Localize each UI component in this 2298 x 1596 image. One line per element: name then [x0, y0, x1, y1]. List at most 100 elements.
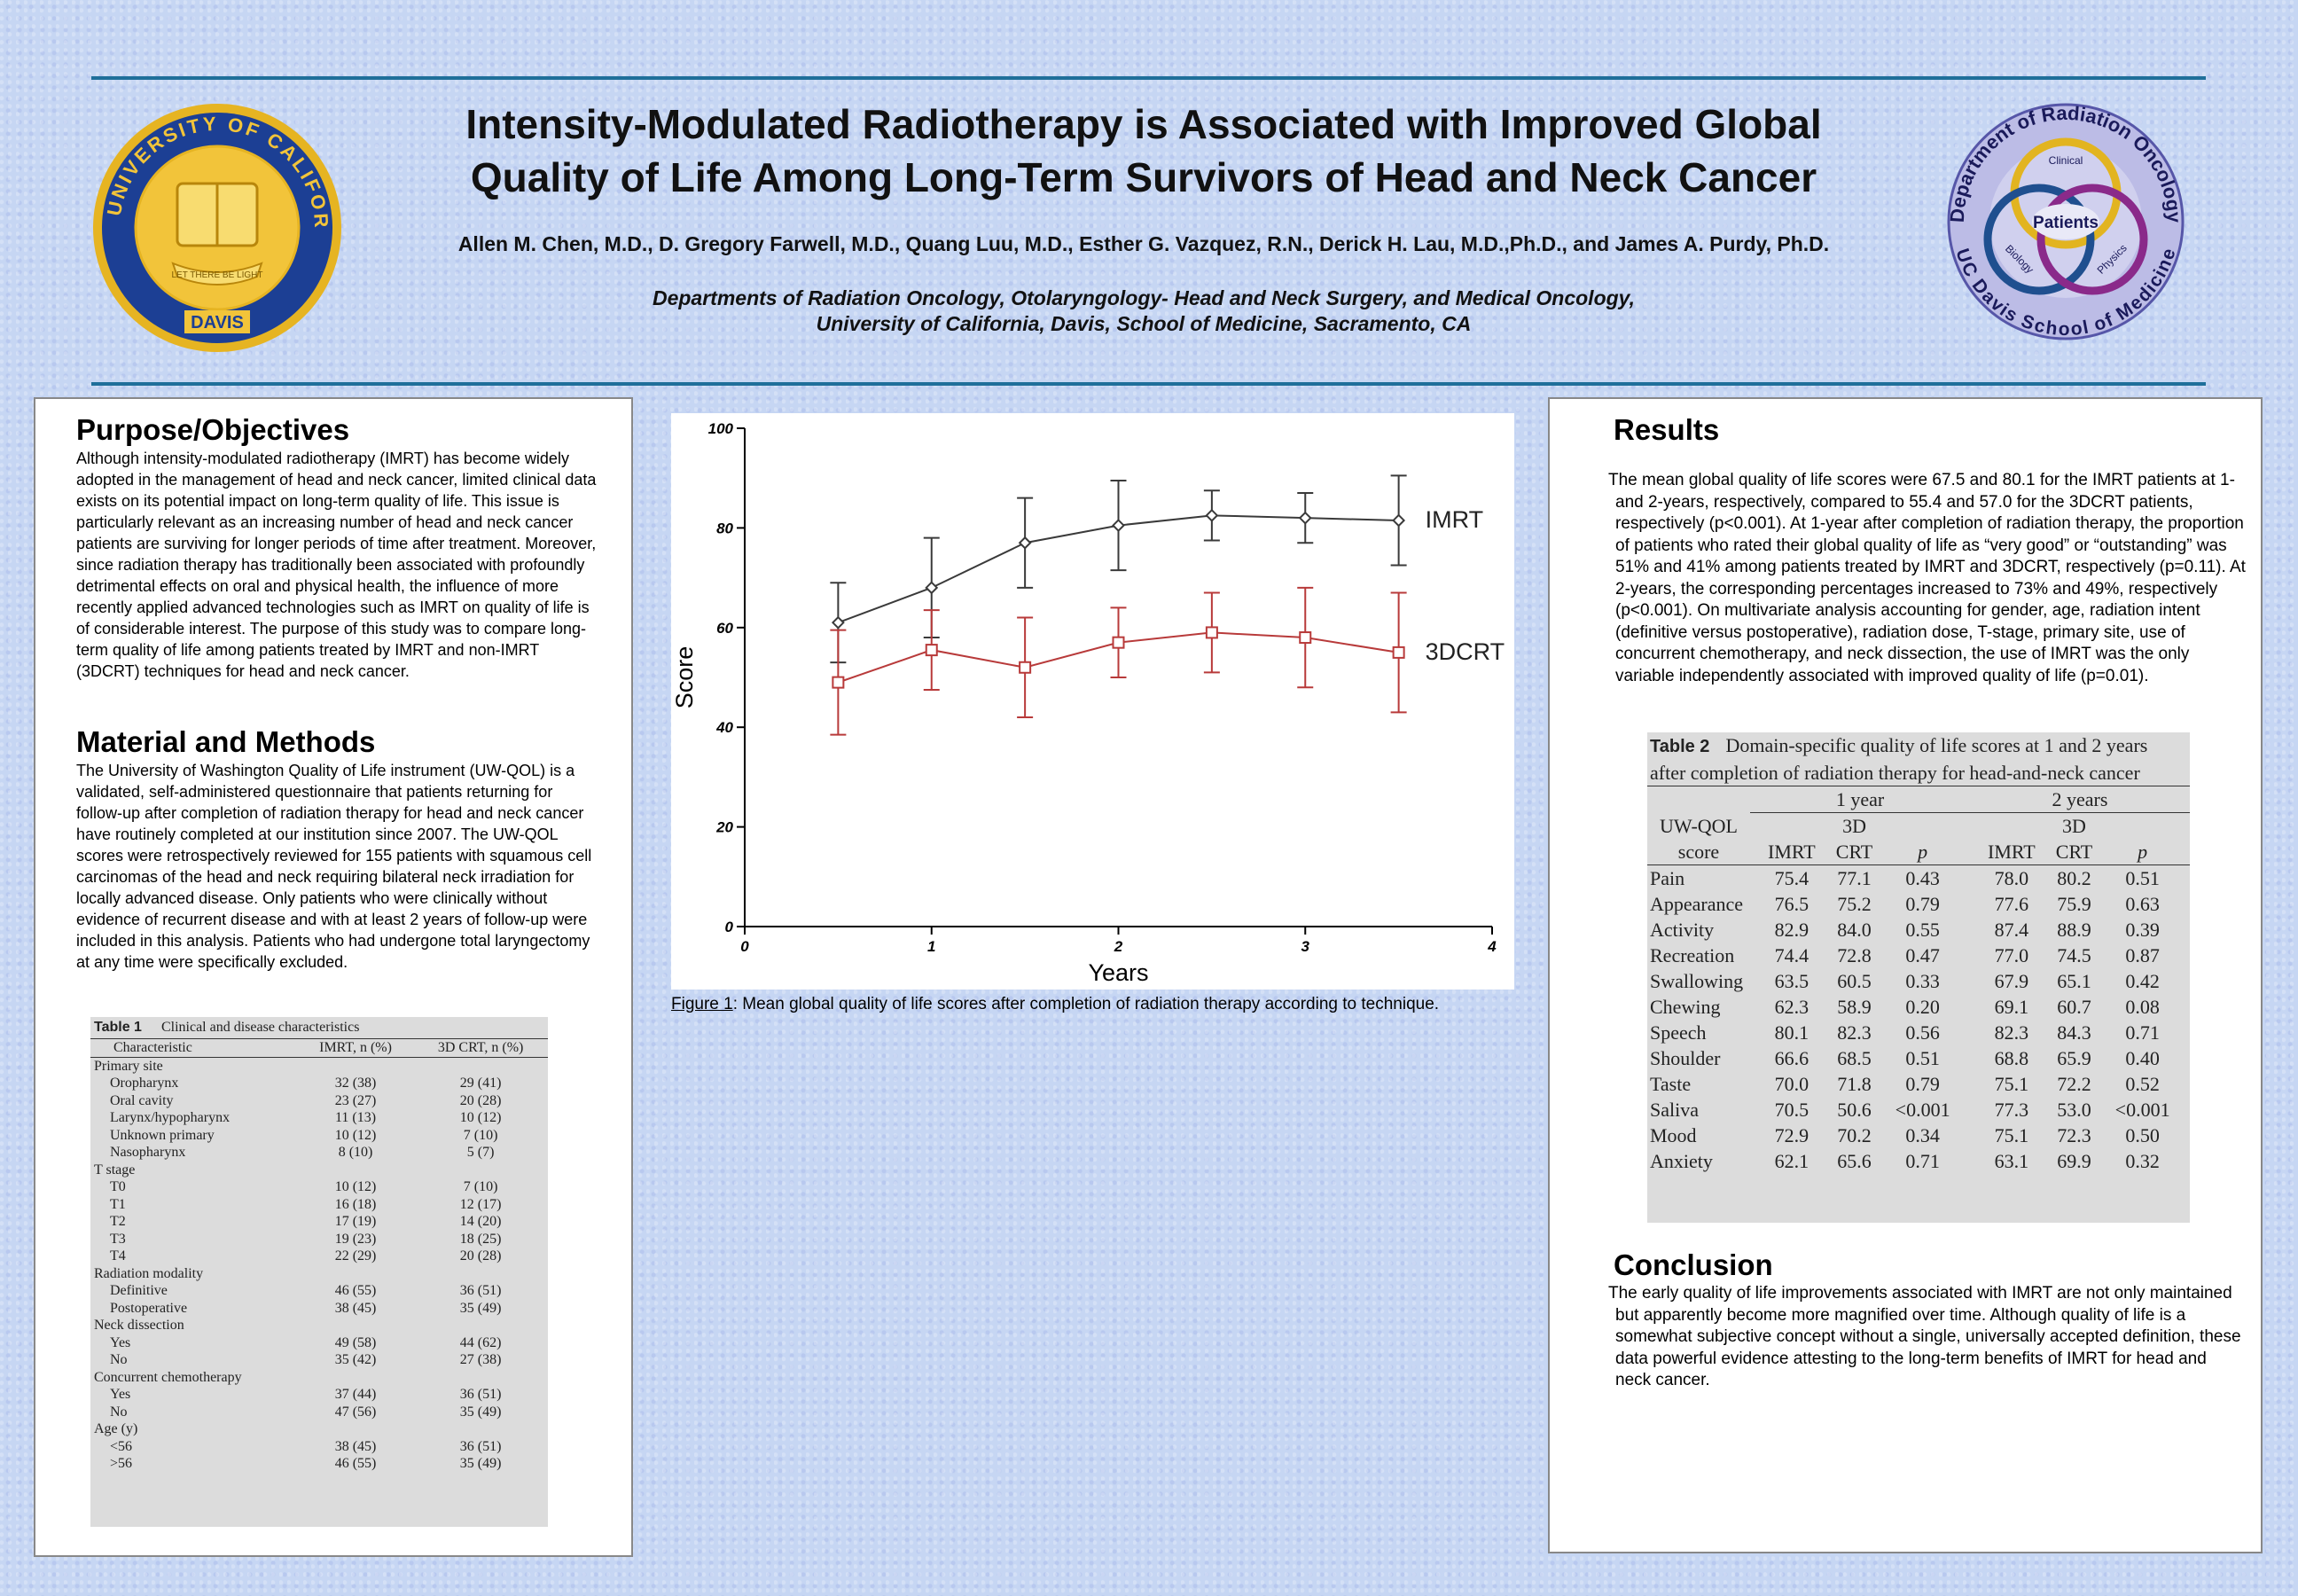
table-cell: Saliva	[1650, 1099, 1699, 1121]
table-cell: Activity	[1650, 919, 1715, 941]
x-tick-label: 4	[1487, 938, 1497, 955]
y-tick-label: 100	[708, 420, 734, 437]
table-cell: 69.9	[2057, 1150, 2091, 1172]
table-row: Oropharynx 32 (38) 29 (41)	[90, 1075, 548, 1092]
table-cell: Larynx/hypopharynx	[110, 1110, 231, 1125]
table-row: No 35 (42) 27 (38)	[90, 1351, 548, 1369]
table-cell: Swallowing	[1650, 970, 1744, 992]
header-rule	[91, 382, 2206, 386]
table-label: Table 1	[94, 1020, 142, 1035]
section-heading: Material and Methods	[76, 725, 376, 758]
table-cell: 0.32	[2125, 1150, 2160, 1172]
section-heading: Purpose/Objectives	[76, 413, 350, 446]
table-cell: T4	[110, 1248, 126, 1264]
table-cell: 0.87	[2125, 944, 2160, 966]
table-cell: 0.52	[2125, 1073, 2160, 1095]
table-row: Pain 75.4 77.1 0.43 78.0 80.2 0.51	[1647, 865, 2190, 892]
table-cell: 0.51	[2125, 867, 2160, 889]
table-cell: 38 (45)	[334, 1438, 377, 1454]
table-cell: 38 (45)	[334, 1300, 377, 1316]
header-row: UW-QOL score IMRT 3D CRT p IMRT 3D CRT p	[1647, 813, 2190, 865]
table-cell: T stage	[94, 1162, 136, 1177]
table-row: >56 46 (55) 35 (49)	[90, 1455, 548, 1473]
table-row: Anxiety 62.1 65.6 0.71 63.1 69.9 0.32	[1647, 1148, 2190, 1174]
table-cell: 69.1	[1994, 996, 2029, 1018]
table-cell: 50.6	[1837, 1099, 1872, 1121]
table-cell: 68.5	[1837, 1047, 1872, 1069]
table-cell: Yes	[110, 1334, 131, 1350]
figure-caption: Figure 1: Mean global quality of life sc…	[671, 995, 1439, 1014]
table-cell: 84.3	[2057, 1021, 2091, 1044]
table-cell: 0.56	[1905, 1021, 1940, 1044]
table-row: Unknown primary 10 (12) 7 (10)	[90, 1127, 548, 1145]
table-cell: 63.1	[1994, 1150, 2029, 1172]
table-row: No 47 (56) 35 (49)	[90, 1404, 548, 1421]
table-cell: 36 (51)	[459, 1387, 502, 1402]
table-row: Saliva 70.5 50.6 <0.001 77.3 53.0 <0.001	[1647, 1097, 2190, 1123]
table-cell: 82.9	[1774, 919, 1809, 941]
table-cell: 65.1	[2057, 970, 2091, 992]
group-header: 2 years	[1969, 786, 2190, 813]
y-tick-label: 0	[725, 919, 734, 935]
table-2: Table 2 Domain-specific quality of life s…	[1647, 732, 2190, 1223]
table-row: Radiation modality	[90, 1265, 548, 1283]
table-caption: Table 1 Clinical and disease characterist…	[90, 1017, 548, 1039]
table-cell: 36 (51)	[459, 1283, 502, 1298]
table-row: Speech 80.1 82.3 0.56 82.3 84.3 0.71	[1647, 1020, 2190, 1045]
table-cell: 0.71	[2125, 1021, 2160, 1044]
table-cell: Definitive	[110, 1283, 168, 1298]
table-cell: 84.0	[1837, 919, 1872, 941]
table-row: Age (y)	[90, 1420, 548, 1438]
table-cell: 75.1	[1994, 1073, 2029, 1095]
table-cell: 36 (51)	[459, 1438, 502, 1454]
table-cell: Speech	[1650, 1021, 1707, 1044]
table-cell: Postoperative	[110, 1300, 188, 1316]
table-cell: 67.9	[1994, 970, 2029, 992]
table-cell: 76.5	[1774, 893, 1809, 915]
x-tick-label: 1	[927, 938, 935, 955]
table-cell: <56	[110, 1438, 133, 1454]
table-cell: 70.0	[1774, 1073, 1809, 1095]
marker	[1298, 511, 1312, 525]
y-tick-label: 60	[716, 620, 733, 637]
table-cell: 7 (10)	[463, 1127, 498, 1143]
authors: Allen M. Chen, M.D., D. Gregory Farwell,…	[457, 232, 1830, 255]
department-logo: Patients Clinical Biology Physics Depart…	[1946, 102, 2185, 340]
group-header: 1 year	[1750, 786, 1970, 813]
table: 1 year 2 years UW-QOL score IMRT 3D CRT p IMRT…	[1647, 786, 2190, 1174]
table-cell: 19 (23)	[334, 1231, 377, 1247]
table-cell: 53.0	[2057, 1099, 2091, 1121]
table-cell: 0.08	[2125, 996, 2160, 1018]
table-row: Chewing 62.3 58.9 0.20 69.1 60.7 0.08	[1647, 994, 2190, 1020]
table-cell: 0.63	[2125, 893, 2160, 915]
table-cell: Anxiety	[1650, 1150, 1713, 1172]
table-cell: T1	[110, 1196, 126, 1212]
table-cell: 87.4	[1994, 919, 2029, 941]
column-header: p	[2138, 841, 2148, 863]
table-cell: 47 (56)	[334, 1404, 377, 1420]
logo-ring	[1983, 184, 2095, 295]
table-cell: 0.43	[1905, 867, 1940, 889]
table-cell: No	[110, 1352, 128, 1367]
table-cell: 49 (58)	[334, 1334, 377, 1350]
column-header: p	[1918, 841, 1928, 863]
section-text: The early quality of life improvements a…	[1608, 1284, 2241, 1389]
table-cell: No	[110, 1404, 128, 1420]
table-cell: 82.3	[1837, 1021, 1872, 1044]
table-cell: 77.3	[1994, 1099, 2029, 1121]
table-cell: 70.2	[1837, 1124, 1872, 1146]
y-tick-label: 40	[715, 719, 733, 736]
title-line: Quality of Life Among Long-Term Survivor…	[470, 154, 1817, 200]
table-cell: 60.5	[1837, 970, 1872, 992]
table-cell: 0.50	[2125, 1124, 2160, 1146]
table-cell: 75.9	[2057, 893, 2091, 915]
table-cell: Neck dissection	[94, 1318, 184, 1333]
logo-center-text: Patients	[2033, 214, 2099, 232]
table: Characteristic IMRT, n (%) 3D CRT, n (%) Pr…	[90, 1039, 548, 1473]
table-cell: 72.8	[1837, 944, 1872, 966]
marker	[832, 676, 845, 689]
marker	[1112, 519, 1125, 533]
y-tick-label: 20	[715, 819, 733, 836]
table-cell: 65.6	[1837, 1150, 1872, 1172]
seal-bottom-text: DAVIS	[191, 313, 244, 332]
